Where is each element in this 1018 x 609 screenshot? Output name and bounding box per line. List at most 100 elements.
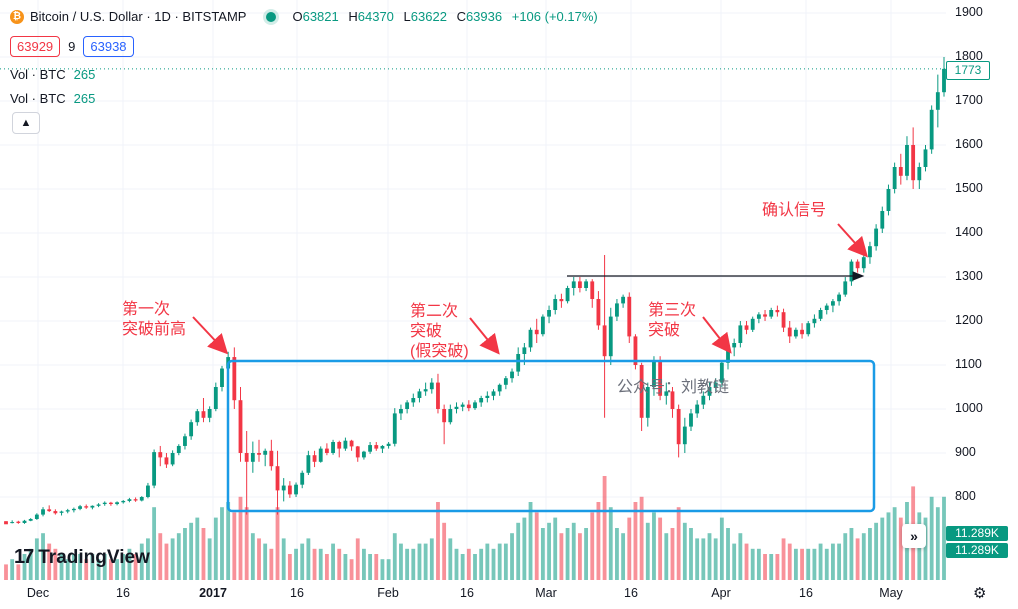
volume-bar <box>923 517 928 580</box>
candle-body <box>460 404 465 407</box>
volume-bar <box>806 548 811 580</box>
candle-body <box>935 92 940 110</box>
annotation-second-breakout[interactable]: 第二次 突破 (假突破) <box>410 303 469 360</box>
spread-value: 9 <box>68 39 76 54</box>
volume-bar <box>392 533 397 580</box>
scroll-to-realtime-button[interactable]: » <box>902 524 926 548</box>
volume-bar <box>596 502 601 580</box>
y-tick-label: 1800 <box>955 49 983 63</box>
candle-body <box>880 211 885 229</box>
volume-legend-1[interactable]: Vol · BTC 265 <box>10 67 96 82</box>
y-tick-label: 900 <box>955 445 976 459</box>
volume-bar <box>115 559 119 580</box>
volume-bar <box>90 554 95 580</box>
buy-button[interactable]: 63938 <box>83 36 134 57</box>
volume-bar <box>47 543 52 580</box>
candle-body <box>448 409 453 423</box>
candle-body <box>942 68 946 93</box>
candle-body <box>516 354 521 372</box>
candle-body <box>540 316 545 335</box>
volume-bar <box>491 548 496 580</box>
volume-bar <box>781 538 786 580</box>
tradingview-logo[interactable]: 17 TradingView <box>14 546 150 569</box>
candle-body <box>294 484 298 495</box>
candle-body <box>898 167 903 176</box>
volume-bar <box>71 554 76 580</box>
candle-body <box>152 452 157 486</box>
candle-body <box>503 378 508 385</box>
annotation-third-breakout[interactable]: 第三次 突破 <box>648 302 697 339</box>
volume-bar <box>41 533 45 580</box>
candle-body <box>189 422 194 437</box>
candle-body <box>386 443 391 446</box>
candle-body <box>608 316 613 357</box>
candle-body <box>929 109 934 150</box>
volume-bar <box>207 538 212 580</box>
sell-button[interactable]: 63929 <box>10 36 61 57</box>
annotation-confirmation-signal[interactable]: 确认信号 <box>762 202 827 219</box>
candle-body <box>565 288 570 302</box>
candle-body <box>176 445 181 453</box>
candle-body <box>744 325 749 330</box>
candles <box>4 57 946 525</box>
volume-bar <box>355 538 360 580</box>
collapse-legend-button[interactable]: ▲ <box>12 112 40 134</box>
volume-bar <box>627 517 632 580</box>
candle-body <box>874 228 879 247</box>
symbol-title[interactable]: Bitcoin / U.S. Dollar · 1D · BITSTAMP <box>30 9 247 24</box>
tradingview-logo-mark: 17 <box>14 546 34 568</box>
candle-body <box>658 360 663 396</box>
chart-settings-button[interactable]: ⚙ <box>973 584 986 602</box>
volume-bar <box>59 554 64 580</box>
candle-body <box>417 391 422 398</box>
volume-bar <box>775 554 780 580</box>
volume-bar <box>386 559 391 580</box>
candle-body <box>806 323 811 335</box>
candle-body <box>707 387 712 396</box>
candle-body <box>627 296 632 337</box>
gear-icon: ⚙ <box>973 585 987 602</box>
consolidation-box[interactable] <box>226 359 876 513</box>
volume-bar <box>411 548 416 580</box>
volume-legend-2[interactable]: Vol · BTC 265 <box>10 91 96 106</box>
symbol-legend[interactable]: ₿ Bitcoin / U.S. Dollar · 1D · BITSTAMP … <box>10 9 604 24</box>
candle-body <box>917 167 922 181</box>
double-chevron-right-icon: » <box>910 528 918 544</box>
volume-bar <box>189 522 194 580</box>
candle-body <box>528 329 533 348</box>
candle-body <box>312 455 317 462</box>
volume-bar <box>645 522 650 580</box>
x-tick-label: 16 <box>116 586 130 600</box>
candle-body <box>392 413 397 444</box>
volume-bar <box>158 533 163 580</box>
volume-bar <box>164 543 169 580</box>
volume-bar <box>34 538 39 580</box>
candle-body <box>781 312 786 328</box>
candle-body <box>238 400 243 453</box>
candle-body <box>886 189 891 211</box>
candle-body <box>590 281 595 299</box>
candle-body <box>59 511 64 513</box>
candle-body <box>195 411 200 423</box>
volume-bar <box>713 538 718 580</box>
candle-body <box>10 522 15 524</box>
candle-body <box>812 318 817 324</box>
candle-body <box>849 261 854 282</box>
volume-bar <box>547 522 551 580</box>
volume-bar <box>294 548 298 580</box>
volume-bar <box>756 548 761 580</box>
volume-bar <box>682 522 687 580</box>
volume-bar <box>744 543 749 580</box>
volume-bar <box>201 528 206 580</box>
annotation-first-breakout[interactable]: 第一次 突破前高 <box>122 301 187 338</box>
volume-bar <box>324 554 329 580</box>
y-tick-label: 1200 <box>955 313 983 327</box>
candle-body <box>485 395 490 398</box>
candle-body <box>522 347 527 354</box>
volume-bar <box>442 522 447 580</box>
volume-bar <box>732 543 737 580</box>
candle-body <box>164 457 169 465</box>
volume-bar <box>818 543 823 580</box>
x-tick-label: 2017 <box>199 586 227 600</box>
